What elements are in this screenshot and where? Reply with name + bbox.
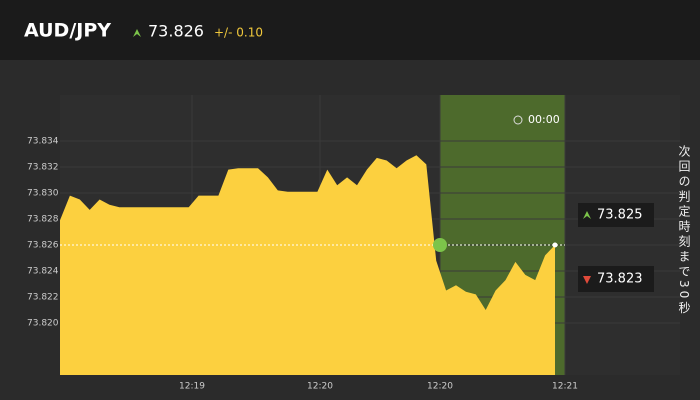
- low-box[interactable]: [578, 266, 654, 292]
- down-icon: [583, 276, 591, 284]
- y-tick-label: 73.820: [27, 319, 59, 329]
- pair: AUD/JPY: [24, 20, 111, 42]
- up-icon: [583, 211, 591, 219]
- entry-marker: [433, 238, 447, 252]
- price-area: [60, 155, 555, 375]
- y-tick-label: 73.828: [27, 215, 59, 225]
- x-tick-label: 12:19: [179, 382, 205, 392]
- x-tick-label: 12:20: [307, 382, 333, 392]
- high-value: 73.825: [597, 208, 643, 223]
- y-tick-label: 73.830: [27, 189, 59, 199]
- high-box[interactable]: [578, 203, 654, 227]
- low-value: 73.823: [597, 272, 643, 287]
- y-tick-label: 73.834: [27, 137, 59, 147]
- y-tick-label: 73.832: [27, 163, 59, 173]
- x-tick-label: 12:21: [552, 382, 578, 392]
- notice: 次回の判定時刻まで30秒: [677, 145, 691, 317]
- current-point: [552, 242, 558, 248]
- x-tick-label: 12:20: [427, 382, 453, 392]
- y-tick-label: 73.824: [27, 267, 59, 277]
- y-tick-label: 73.826: [27, 241, 59, 251]
- y-tick-label: 73.822: [27, 293, 59, 303]
- clock-icon: [513, 115, 523, 125]
- timer: 00:00: [528, 113, 560, 126]
- range: +/- 0.10: [214, 26, 263, 40]
- header-bar: [0, 0, 700, 60]
- price: 73.826: [148, 22, 204, 41]
- up-icon: [133, 29, 141, 37]
